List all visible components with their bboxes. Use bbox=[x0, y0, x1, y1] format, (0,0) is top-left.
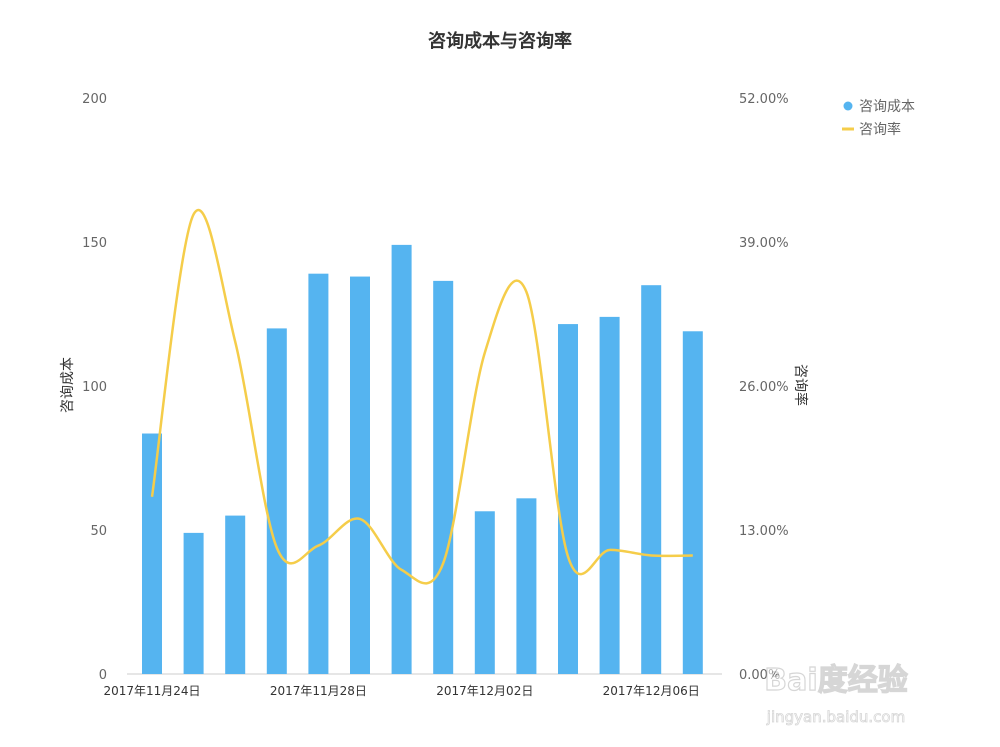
y2-tick-label: 26.00% bbox=[739, 380, 789, 395]
bar[interactable] bbox=[516, 498, 537, 674]
right-axis-ticks: 0.00% 13.00% 26.00% 39.00% 52.00% bbox=[739, 92, 789, 683]
chart-title: 咨询成本与咨询率 bbox=[428, 30, 572, 52]
y-tick-label: 150 bbox=[82, 236, 107, 251]
y-axis-title: 咨询成本 bbox=[60, 357, 76, 413]
y2-tick-label: 0.00% bbox=[739, 668, 780, 683]
watermark-url: jingyan.baidu.com bbox=[766, 708, 905, 726]
bar[interactable] bbox=[350, 276, 370, 674]
bar[interactable] bbox=[682, 331, 703, 674]
y-tick-label: 100 bbox=[82, 380, 107, 395]
bar[interactable] bbox=[142, 433, 162, 674]
rate-line bbox=[150, 209, 693, 585]
legend-item-cost[interactable]: 咨询成本 bbox=[843, 99, 916, 115]
y2-tick-label: 52.00% bbox=[739, 92, 789, 107]
bar[interactable] bbox=[308, 273, 329, 674]
x-tick-label: 2017年11月24日 bbox=[103, 684, 200, 698]
y2-tick-label: 39.00% bbox=[739, 236, 789, 251]
legend-rate-label: 咨询率 bbox=[859, 121, 901, 138]
y-tick-label: 0 bbox=[99, 668, 107, 683]
bar[interactable] bbox=[225, 515, 246, 674]
legend-item-rate[interactable]: 咨询率 bbox=[842, 121, 901, 138]
bar[interactable] bbox=[183, 532, 204, 674]
x-tick-label: 2017年12月06日 bbox=[603, 684, 700, 698]
bar[interactable] bbox=[266, 328, 287, 674]
watermark-brand: Bai度经验 bbox=[764, 663, 907, 698]
baidu-watermark: Bai度经验 jingyan.baidu.com bbox=[764, 662, 909, 726]
y-tick-label: 50 bbox=[90, 524, 107, 539]
bar[interactable] bbox=[641, 285, 662, 674]
legend-cost-marker bbox=[843, 101, 853, 111]
bar[interactable] bbox=[599, 316, 620, 674]
y-tick-label: 200 bbox=[82, 92, 107, 107]
bar-series bbox=[142, 244, 703, 674]
bar[interactable] bbox=[433, 280, 454, 674]
left-axis-ticks: 0 50 100 150 200 bbox=[82, 92, 107, 683]
bar[interactable] bbox=[391, 244, 412, 674]
bar[interactable] bbox=[558, 324, 578, 674]
bar[interactable] bbox=[474, 511, 495, 674]
x-axis-ticks: 2017年11月24日 2017年11月28日 2017年12月02日 2017年12… bbox=[103, 684, 699, 698]
x-tick-label: 2017年11月28日 bbox=[270, 684, 367, 698]
y2-axis-title: 咨询率 bbox=[792, 364, 809, 406]
legend: 咨询成本 咨询率 bbox=[842, 99, 915, 138]
x-tick-label: 2017年12月02日 bbox=[436, 684, 533, 698]
y2-tick-label: 13.00% bbox=[739, 524, 789, 539]
legend-cost-label: 咨询成本 bbox=[859, 99, 915, 115]
